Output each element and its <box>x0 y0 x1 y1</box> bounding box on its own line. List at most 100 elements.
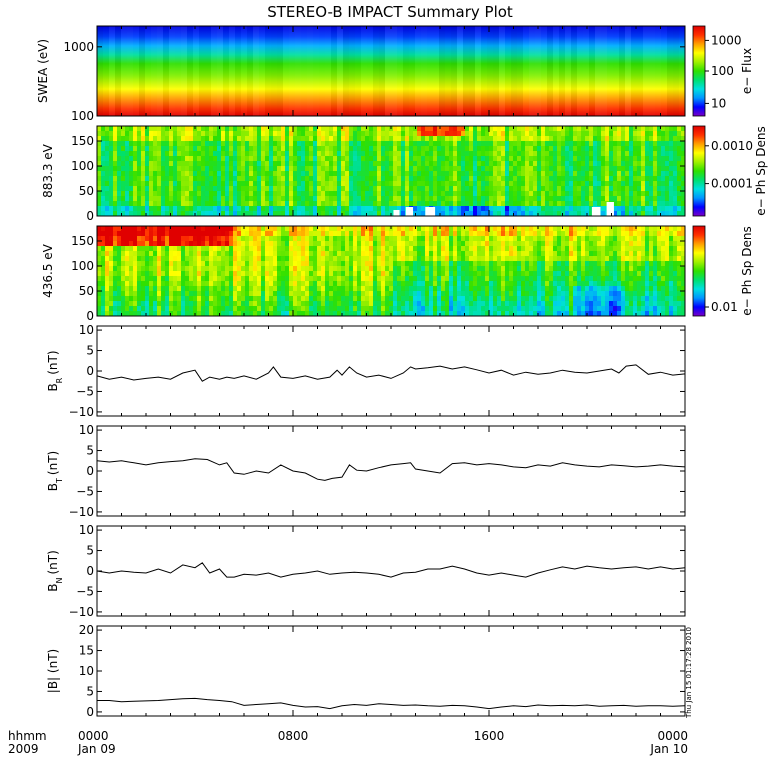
pad883-cell <box>385 131 390 137</box>
pad436-cell <box>485 261 490 267</box>
pad436-cell <box>305 281 310 287</box>
pad436-cell <box>529 266 534 272</box>
pad883-cell <box>233 131 238 137</box>
pad436-cell <box>225 231 230 237</box>
pad436-cell <box>329 256 334 262</box>
swea-texture-column <box>301 26 307 116</box>
pad883-cell <box>361 171 366 177</box>
pad436-cell <box>505 291 510 297</box>
pad883-cell <box>141 206 146 212</box>
pad883-cell <box>557 136 562 142</box>
pad436-cell <box>397 261 402 267</box>
pad883-cell <box>237 141 242 147</box>
pad436-cell <box>205 306 210 312</box>
pad883-cell <box>137 136 142 142</box>
pad436-cell <box>297 281 302 287</box>
pad436-cell <box>125 281 130 287</box>
pad883-cell <box>401 151 406 157</box>
pad883-cell <box>393 156 398 162</box>
pad436-cell <box>477 296 482 302</box>
pad883-cell <box>373 156 378 162</box>
pad436-cell <box>493 286 498 292</box>
pad436-cell <box>505 241 510 247</box>
pad883-cell <box>133 156 138 162</box>
pad436-cell <box>109 256 114 262</box>
pad883-cell <box>189 186 194 192</box>
pad436-cell <box>137 261 142 267</box>
pad883-cell <box>281 176 286 182</box>
pad883-cell <box>157 166 162 172</box>
pad436-cell <box>253 306 258 312</box>
pad883-cell <box>345 206 350 212</box>
pad436-cell <box>477 236 482 242</box>
pad436-cell <box>417 291 422 297</box>
pad436-cell <box>153 241 158 247</box>
pad883-cell <box>477 201 482 207</box>
pad883-cell <box>113 191 118 197</box>
pad883-cell <box>429 171 434 177</box>
pad883-cell <box>229 176 234 182</box>
pad436-cell <box>281 306 286 312</box>
pad436-cell <box>129 271 134 277</box>
pad883-cell <box>465 136 470 142</box>
pad436-cell <box>169 296 174 302</box>
pad436-cell <box>437 256 442 262</box>
pad436-cell <box>461 266 466 272</box>
pad436-cell <box>389 291 394 297</box>
pad883-cell <box>401 146 406 152</box>
pad883-cell <box>425 181 430 187</box>
pad436-cell <box>285 226 290 232</box>
pad883-cell <box>521 176 526 182</box>
pad436-cell <box>337 296 342 302</box>
pad883-cell <box>197 181 202 187</box>
pad436-cell <box>109 311 114 316</box>
pad436-cell <box>369 281 374 287</box>
pad436-cell <box>285 266 290 272</box>
pad883-cell <box>601 196 606 202</box>
swea-texture-column <box>427 26 433 116</box>
pad436-cell <box>533 301 538 307</box>
pad883-cell <box>549 146 554 152</box>
pad883-cell <box>509 191 514 197</box>
pad436-cell <box>561 291 566 297</box>
pad436-cell <box>409 311 414 316</box>
pad883-cell <box>449 156 454 162</box>
pad436-cell <box>313 251 318 257</box>
pad883-cell <box>681 211 685 216</box>
pad883-cell <box>105 126 110 132</box>
pad883-cell <box>489 136 494 142</box>
pad436-cell <box>273 271 278 277</box>
pad436-cell <box>257 296 262 302</box>
pad883-cell <box>137 131 142 137</box>
pad436-cell <box>469 271 474 277</box>
pad436-cell <box>173 261 178 267</box>
pad436-cell <box>477 286 482 292</box>
pad883-cell <box>149 181 154 187</box>
pad883-cell <box>581 166 586 172</box>
pad436-cell <box>249 291 254 297</box>
pad883-cell <box>473 126 478 132</box>
pad883-cell <box>185 191 190 197</box>
pad436-cell <box>289 306 294 312</box>
pad883-cell <box>221 181 226 187</box>
pad436-cell <box>521 311 526 316</box>
pad436-cell <box>353 261 358 267</box>
pad883-cell <box>461 136 466 142</box>
pad883-cell <box>157 206 162 212</box>
pad883-cell <box>353 151 358 157</box>
pad883-cell <box>649 156 654 162</box>
pad436-cell <box>253 266 258 272</box>
pad883-cell <box>181 156 186 162</box>
pad883-cell <box>677 206 682 212</box>
pad883-cell <box>649 161 654 167</box>
pad883-cell <box>97 176 102 182</box>
pad883-cell <box>249 181 254 187</box>
pad436-cell <box>245 236 250 242</box>
swea-texture-column <box>511 26 517 116</box>
pad436-cell <box>185 246 190 252</box>
pad883-cell <box>309 161 314 167</box>
pad883-cell <box>597 161 602 167</box>
pad883-cell <box>573 196 578 202</box>
pad883-cell <box>525 161 530 167</box>
pad883-cell <box>417 181 422 187</box>
